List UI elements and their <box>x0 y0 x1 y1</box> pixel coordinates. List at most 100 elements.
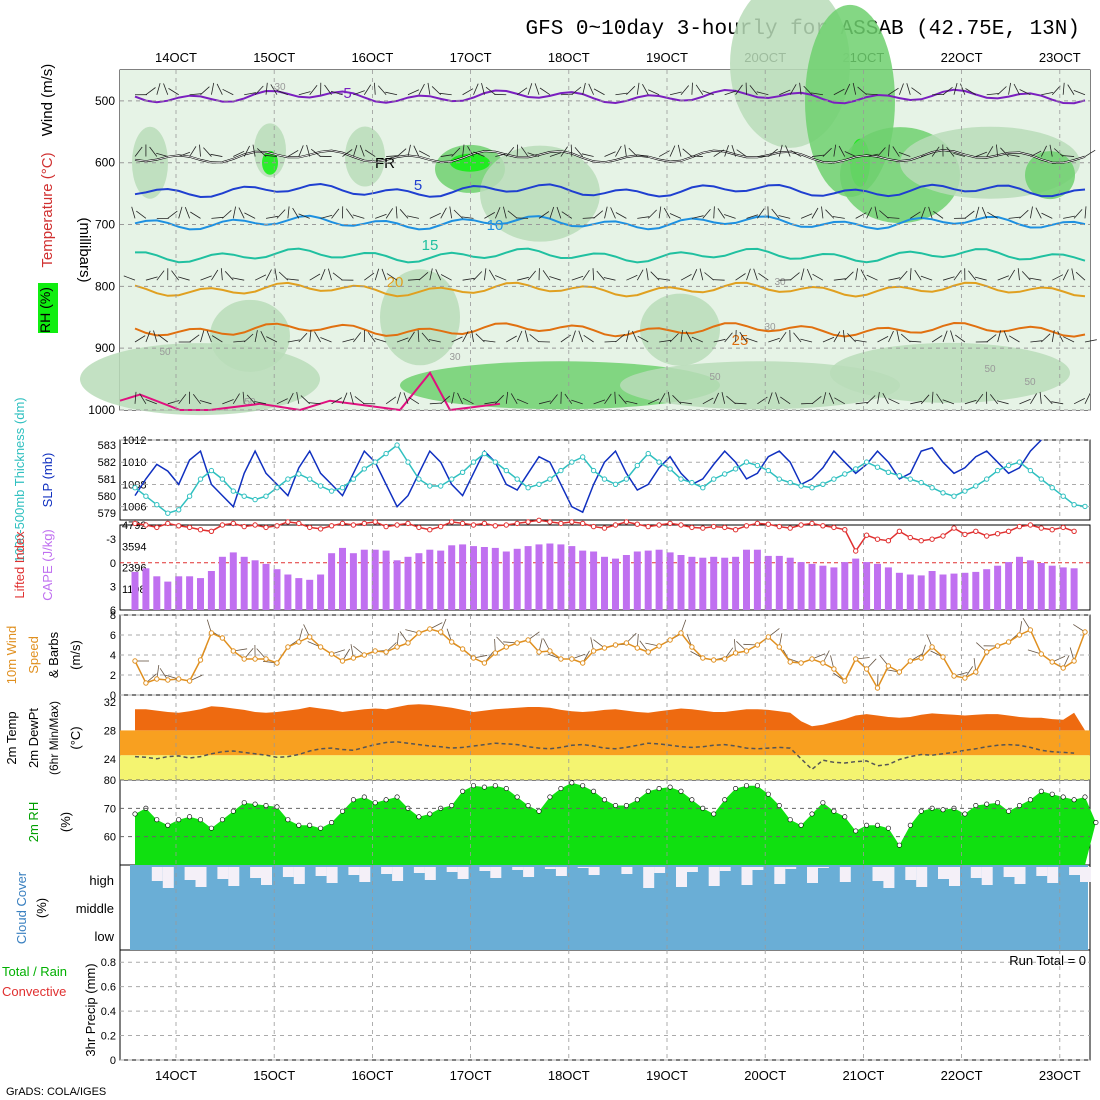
wind-speed-line-point <box>165 677 171 683</box>
thickness-line-point <box>143 493 149 499</box>
thickness-line-point <box>263 493 269 499</box>
wind-barb <box>298 145 304 157</box>
thickness-line-point <box>514 476 520 482</box>
rh2m-point <box>1060 794 1066 800</box>
wind-barb <box>440 154 453 157</box>
li-line-point <box>197 527 204 533</box>
wind-speed-line-point <box>230 648 237 654</box>
thickness-line-point <box>176 507 182 513</box>
wind-barb <box>549 206 555 219</box>
cape-bar <box>819 565 827 610</box>
wind-barb <box>898 83 904 95</box>
wind-speed-line-point <box>874 685 881 691</box>
thickness-line-point <box>1038 476 1045 482</box>
wind-barb <box>461 216 474 219</box>
wind-barb <box>1035 207 1042 219</box>
li-line-point <box>853 548 859 554</box>
wind-barb <box>1062 155 1075 157</box>
wind-barb <box>561 211 573 219</box>
wind-barb <box>418 271 429 281</box>
wind-barb <box>793 332 802 343</box>
wind-tick: 2 <box>110 670 116 682</box>
isotherm-freezing-inner <box>134 149 1086 164</box>
li-line-point <box>1027 522 1034 528</box>
cape-bar <box>262 563 270 610</box>
wind-barb <box>800 268 805 281</box>
wind-barb <box>679 401 692 405</box>
wind-barb <box>324 84 332 95</box>
wind-barb <box>997 86 1007 96</box>
wind-speed-line-point <box>885 663 892 669</box>
wind-barb <box>203 147 212 157</box>
wind-barb <box>242 391 245 404</box>
cape-bar <box>404 556 412 610</box>
wind-barb <box>669 213 682 219</box>
rh-contour-area <box>830 342 1070 403</box>
rh2m-point <box>230 808 236 814</box>
rh2m-point <box>252 801 258 807</box>
wind-barb <box>374 338 387 343</box>
wind-barb <box>495 153 508 157</box>
wind-barb <box>682 148 693 157</box>
axis-label-speed: Speed <box>26 636 41 674</box>
wind-barb <box>199 400 212 405</box>
wind-barb <box>462 397 474 405</box>
wind-speed-line-point <box>186 678 193 684</box>
rh2m-point <box>1093 819 1099 825</box>
wind-barb <box>516 87 528 96</box>
li-line-point <box>776 523 782 530</box>
wind-barb <box>736 149 747 157</box>
rh2m-point <box>776 802 782 808</box>
high-cloud-gap <box>938 867 949 879</box>
wind-barb <box>427 82 431 95</box>
wind-speed-line-point <box>951 673 957 679</box>
wind-barb <box>527 83 533 95</box>
cape-bar <box>426 549 434 610</box>
wind-barb <box>618 394 627 405</box>
wind-barb <box>495 275 507 281</box>
wind-barb <box>713 206 715 219</box>
wind-speed-line-point <box>1038 651 1045 657</box>
wind-barb <box>1030 206 1033 219</box>
wind-speed-line-point <box>612 642 619 648</box>
wind-barb <box>1073 209 1083 219</box>
wind-barb <box>632 330 638 343</box>
wind-barb <box>986 334 997 343</box>
wind-barb <box>636 82 640 95</box>
thickness-line-point <box>973 483 979 489</box>
li-line-point <box>1049 527 1055 533</box>
li-line-point <box>514 520 520 527</box>
slp-panel: 10121010100810065835825815805791000-500m… <box>12 397 1090 563</box>
wind-barb <box>396 392 401 404</box>
rh2m-point <box>765 791 771 797</box>
isotherm-line <box>135 247 1086 264</box>
y-tick: 900 <box>95 341 115 355</box>
li-tick: 3 <box>110 581 116 593</box>
x-tick-bottom: 17OCT <box>450 1068 492 1083</box>
wind-barb <box>906 83 911 95</box>
wind-barb <box>385 91 398 96</box>
rh2m-point <box>754 783 760 789</box>
wind-barb <box>564 393 573 405</box>
wind-barb <box>200 86 210 96</box>
li-line-point <box>754 520 761 527</box>
wind-barb <box>488 269 496 281</box>
li-line-point <box>743 523 750 529</box>
wind-barb <box>778 215 791 219</box>
wind-barb <box>604 341 617 343</box>
thickness-line-point <box>940 490 946 496</box>
wind-barb <box>702 397 714 405</box>
thickness-line-point <box>722 471 728 477</box>
thickness-tick: 579 <box>98 508 116 520</box>
li-line-point <box>667 520 673 527</box>
wind-barb <box>440 395 451 405</box>
thickness-line-point <box>492 459 498 465</box>
cape-bar <box>939 574 947 610</box>
wind-barb <box>167 400 180 405</box>
wind-barb <box>724 90 737 96</box>
y-tick: 1000 <box>88 403 115 417</box>
wind-barb <box>974 276 987 281</box>
rh2m-point <box>427 811 433 817</box>
temp-panel: 32 28 24 2m Temp 2m DewPt (6hr Min/Max) (°C) <box>4 697 1090 780</box>
wind-barb <box>330 90 343 96</box>
